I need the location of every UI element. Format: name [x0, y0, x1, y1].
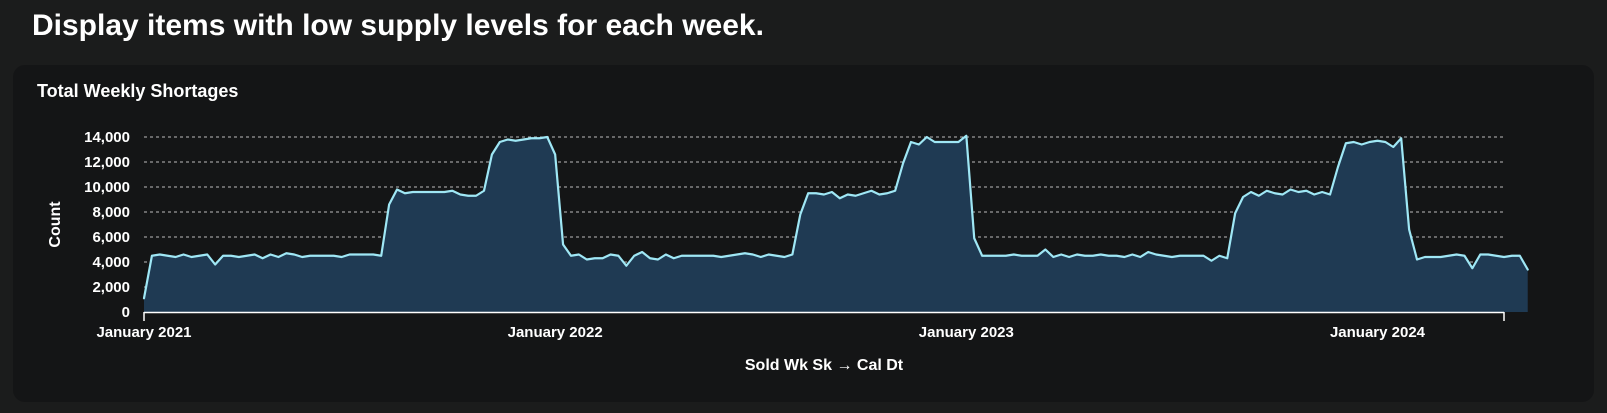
y-tick-label: 2,000 — [92, 279, 130, 296]
x-tick-label: January 2022 — [508, 324, 603, 341]
chart-card: Total Weekly Shortages 0 2,000 4,000 6,000 8… — [13, 65, 1594, 402]
y-tick-label: 14,000 — [84, 129, 130, 146]
area-layer — [142, 134, 1529, 312]
y-tick-label: 6,000 — [92, 229, 130, 246]
x-tick-label: January 2023 — [919, 324, 1014, 341]
y-tick-label: 4,000 — [92, 254, 130, 271]
x-tick-label: January 2024 — [1330, 324, 1426, 341]
y-tick-label: 12,000 — [84, 154, 130, 171]
series-line — [142, 134, 1529, 300]
series-area — [144, 135, 1528, 312]
y-tick-label: 0 — [122, 304, 130, 321]
y-axis-title: Count — [47, 201, 64, 248]
chart-title: Total Weekly Shortages — [37, 81, 239, 101]
x-tick-label: January 2021 — [96, 324, 191, 341]
y-tick-label: 8,000 — [92, 204, 130, 221]
axes — [143, 311, 1505, 321]
weekly-shortages-chart: 0 2,000 4,000 6,000 8,000 10,000 12,000 14,000 J… — [47, 129, 1529, 374]
y-tick-label: 10,000 — [84, 179, 130, 196]
x-axis-title: Sold Wk Sk → Cal Dt — [745, 357, 904, 374]
axis-labels: 0 2,000 4,000 6,000 8,000 10,000 12,000 14,000 J… — [47, 129, 1426, 374]
page-title: Display items with low supply levels for… — [32, 9, 764, 42]
